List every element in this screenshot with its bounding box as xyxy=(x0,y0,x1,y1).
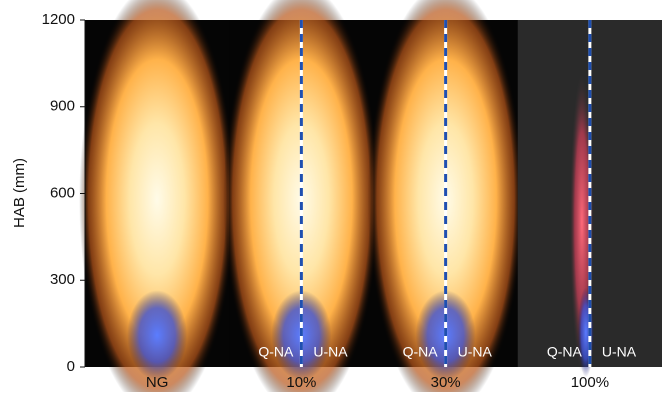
split-label: U-NA xyxy=(313,344,348,360)
flame-base xyxy=(127,290,187,380)
chart: HAB (mm) NG Q-NA U-NA 10% Q-NA U-NA 30% Q-NA U-N… xyxy=(0,0,662,392)
y-tick-label: 0 xyxy=(67,358,75,375)
x-tick-label: 100% xyxy=(571,374,609,391)
y-tick-label: 600 xyxy=(50,184,75,201)
x-tick-label: 10% xyxy=(286,374,316,391)
split-label: U-NA xyxy=(602,344,637,360)
x-tick-label: 30% xyxy=(431,374,461,391)
y-tick-label: 300 xyxy=(50,271,75,288)
x-tick-label: NG xyxy=(146,374,169,391)
y-axis-label: HAB (mm) xyxy=(11,158,28,228)
flame-base xyxy=(578,287,594,377)
y-tick-label: 1200 xyxy=(42,11,75,28)
y-tick-label: 900 xyxy=(50,98,75,115)
split-label: Q-NA xyxy=(547,344,583,360)
split-label: Q-NA xyxy=(403,344,439,360)
split-label: U-NA xyxy=(458,344,493,360)
split-label: Q-NA xyxy=(258,344,294,360)
